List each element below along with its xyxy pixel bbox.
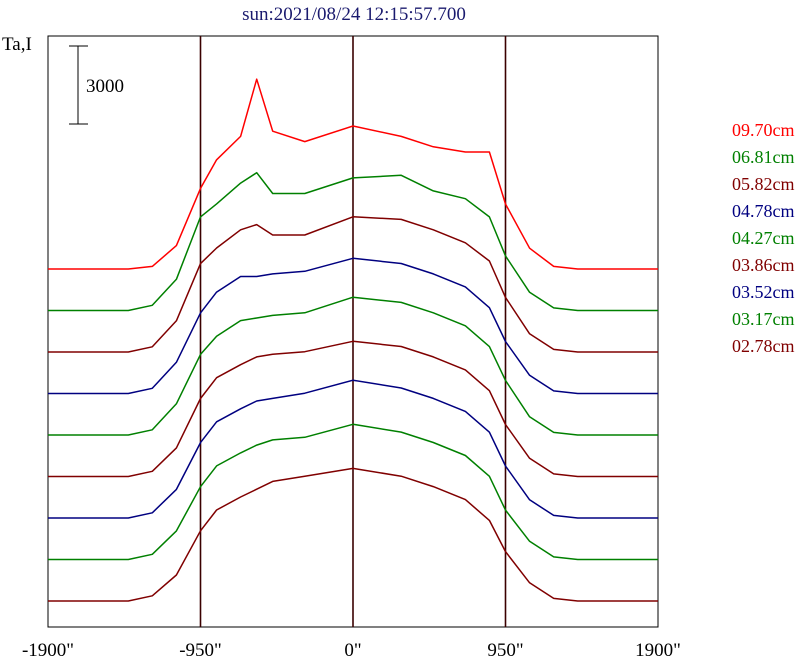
- series-line-04.27cm: [48, 296, 658, 436]
- scale-bar: 3000: [69, 45, 124, 125]
- y-axis-label: Ta,I: [2, 34, 32, 55]
- series-line-03.52cm: [48, 379, 658, 519]
- x-tick-label: -950": [179, 640, 222, 661]
- x-tick-label: 1900": [635, 640, 681, 661]
- series-line-05.82cm: [48, 216, 658, 353]
- series-line-09.70cm: [48, 78, 658, 270]
- legend-entry: 09.70cm: [732, 120, 795, 140]
- series-line-06.81cm: [48, 171, 658, 312]
- scale-bar-label: 3000: [86, 76, 124, 97]
- legend-entry: 04.27cm: [732, 228, 795, 248]
- series-lines: [48, 78, 658, 602]
- legend-entry: 02.78cm: [732, 336, 795, 356]
- series-line-04.78cm: [48, 257, 658, 395]
- x-tick-label: -1900": [22, 640, 74, 661]
- gridlines: [199, 36, 507, 627]
- legend-entry: 03.52cm: [732, 282, 795, 302]
- x-tick-label: 0": [344, 640, 361, 661]
- legend-entry: 03.17cm: [732, 309, 795, 329]
- legend: 09.70cm 06.81cm 05.82cm 04.78cm 04.27cm 03.86…: [732, 120, 795, 356]
- series-line-02.78cm: [48, 467, 658, 602]
- x-tick-label: 950": [487, 640, 523, 661]
- x-tick-labels: -1900" -950" 0" 950" 1900": [22, 640, 681, 661]
- chart-title: sun:2021/08/24 12:15:57.700: [242, 4, 466, 25]
- legend-entry: 06.81cm: [732, 147, 795, 167]
- legend-entry: 03.86cm: [732, 255, 795, 275]
- legend-entry: 05.82cm: [732, 174, 795, 194]
- series-line-03.86cm: [48, 340, 658, 478]
- legend-entry: 04.78cm: [732, 201, 795, 221]
- series-line-03.17cm: [48, 423, 658, 561]
